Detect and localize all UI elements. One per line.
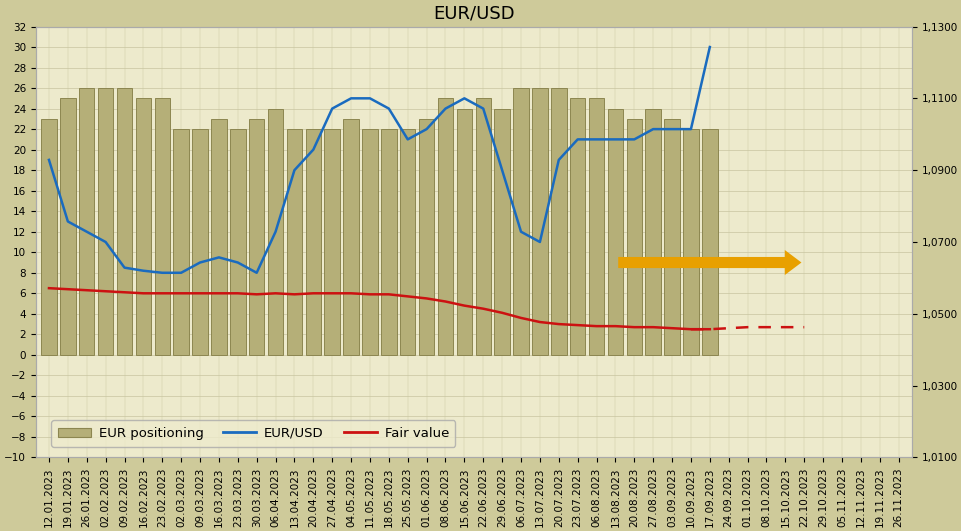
Bar [362, 129, 378, 355]
Bar [569, 98, 585, 355]
Bar [155, 98, 170, 355]
Bar [286, 129, 302, 355]
Title: EUR/USD: EUR/USD [432, 4, 514, 22]
Bar [324, 129, 339, 355]
Bar [79, 88, 94, 355]
Bar [494, 109, 509, 355]
Bar [531, 88, 547, 355]
Bar [136, 98, 151, 355]
Bar [626, 119, 641, 355]
Bar [588, 98, 604, 355]
Bar [551, 88, 566, 355]
Bar [173, 129, 188, 355]
Bar [682, 129, 698, 355]
Bar [418, 119, 434, 355]
Bar [702, 129, 717, 355]
Bar [116, 88, 132, 355]
Legend: EUR positioning, EUR/USD, Fair value: EUR positioning, EUR/USD, Fair value [51, 421, 455, 447]
Bar [664, 119, 679, 355]
Bar [230, 129, 245, 355]
Bar [400, 129, 415, 355]
Bar [267, 109, 283, 355]
Bar [513, 88, 529, 355]
Bar [98, 88, 113, 355]
Bar [249, 119, 264, 355]
Bar [211, 119, 227, 355]
Bar [456, 109, 472, 355]
Bar [437, 98, 453, 355]
Bar [192, 129, 208, 355]
Bar [60, 98, 76, 355]
Bar [475, 98, 490, 355]
Bar [306, 129, 321, 355]
Bar [41, 119, 57, 355]
Bar [343, 119, 358, 355]
Bar [645, 109, 660, 355]
Bar [381, 129, 396, 355]
Bar [607, 109, 623, 355]
